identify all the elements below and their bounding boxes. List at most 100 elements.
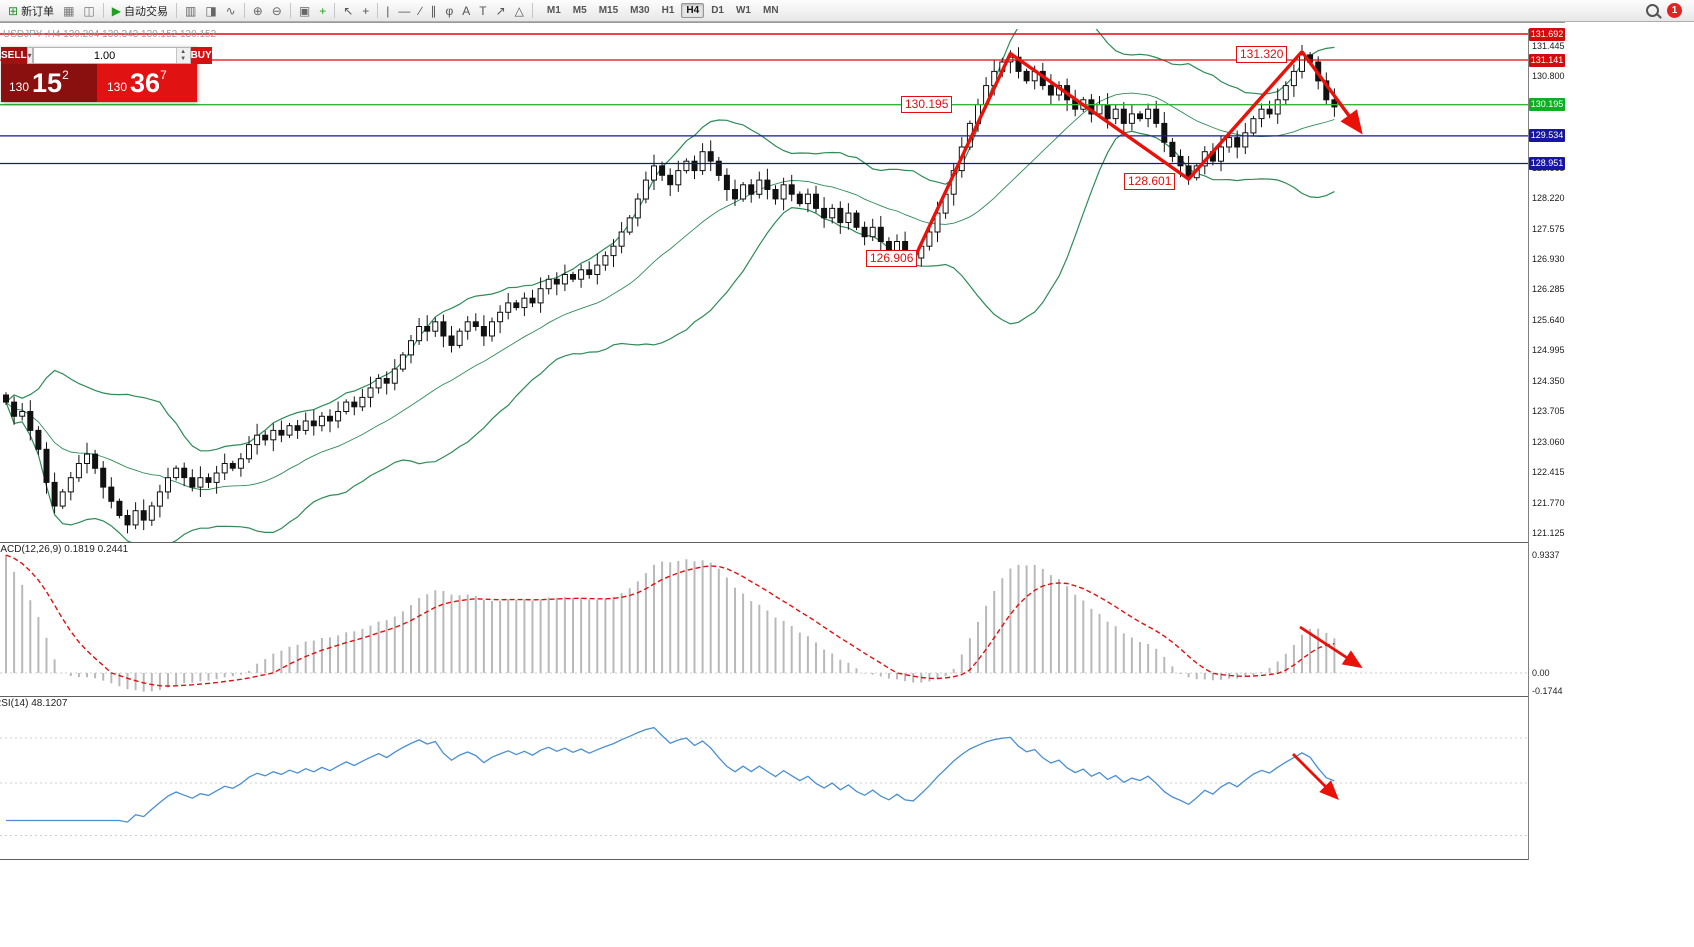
price-annotation[interactable]: 131.320 — [1236, 46, 1288, 63]
timeframe-m5[interactable]: M5 — [572, 5, 587, 16]
price-annotation[interactable]: 130.195 — [901, 96, 953, 113]
buy-price[interactable]: 130 36 7 — [97, 64, 197, 102]
price-axis-label: 121.125 — [1532, 528, 1565, 539]
horizontal-line-icon: — — [398, 3, 411, 18]
trade-panel-prices: 130 15 2 130 36 7 — [1, 64, 197, 102]
one-click-trade-panel: SELL ▾ ▲ ▼ BUY 130 15 2 130 — [1, 47, 212, 102]
zoom-out-button[interactable]: ⊖ — [268, 1, 286, 21]
pane-separator-macd[interactable] — [0, 542, 1565, 543]
rsi-svg[interactable] — [0, 697, 1528, 859]
lot-dropdown-icon[interactable]: ▾ — [26, 47, 33, 64]
arrow-tool-icon: ↗ — [495, 3, 506, 18]
macd-label: MACD(12,26,9) 0.1819 0.2441 — [0, 544, 129, 555]
toolbar-items: ⊞ 新订单 ▦ ◫ ▶ 自动交易 ▥ ◨ ∿ ⊕ ⊖ ▣ + ↖ + | — ∕ ∥ φ A T ↗ △ — [4, 1, 536, 21]
price-axis-label: 126.930 — [1532, 254, 1565, 264]
candlestick-chart-button[interactable]: ◨ — [201, 1, 220, 21]
toolbar-separator — [243, 3, 245, 18]
trendline-button[interactable]: ∕ — [415, 1, 425, 21]
price-annotation[interactable]: 128.601 — [1124, 173, 1176, 190]
indicators-button[interactable]: + — [315, 1, 330, 21]
price-axis-label: 123.705 — [1532, 406, 1565, 417]
new-order-button[interactable]: ⊞ 新订单 — [4, 1, 58, 21]
tile-windows-button[interactable]: ▣ — [295, 1, 314, 21]
macd-svg[interactable] — [0, 543, 1528, 696]
line-chart-button[interactable]: ∿ — [222, 1, 240, 21]
text-button[interactable]: A — [458, 1, 474, 21]
new-order-label: 新订单 — [21, 5, 55, 18]
lot-spinner: ▲ ▼ — [175, 48, 190, 63]
text-label-button[interactable]: T — [475, 1, 490, 21]
price-axis-badge: 128.951 — [1529, 157, 1565, 170]
search-icon[interactable] — [1646, 4, 1659, 17]
timeframe-h4[interactable]: H4 — [681, 3, 705, 18]
horizontal-line-button[interactable]: — — [394, 1, 414, 21]
equidistant-channel-button[interactable]: ∥ — [426, 1, 440, 21]
toolbar-separator — [531, 3, 533, 18]
price-axis-label: 130.800 — [1532, 71, 1565, 82]
buy-button[interactable]: BUY — [190, 47, 212, 64]
shapes-icon: △ — [514, 3, 524, 18]
bar-chart-button[interactable]: ▥ — [181, 1, 200, 21]
arrow-tool-button[interactable]: ↗ — [492, 1, 510, 21]
price-axis-label: 125.640 — [1532, 314, 1565, 325]
timeframe-m1[interactable]: M1 — [546, 5, 561, 16]
price-axis-label: 121.770 — [1532, 497, 1565, 508]
trade-panel-top-row: SELL ▾ ▲ ▼ BUY — [1, 47, 212, 64]
chart-window[interactable]: USDJPY-.H4 130.204 130.343 130.152 130.1… — [0, 22, 1565, 947]
sell-price[interactable]: 130 15 2 — [1, 64, 97, 102]
profiles-button[interactable]: ◫ — [79, 1, 98, 21]
pane-separator-rsi[interactable] — [0, 696, 1565, 697]
fibonacci-icon: φ — [445, 3, 454, 18]
price-axis-label: 126.285 — [1532, 284, 1565, 295]
zoom-in-icon: ⊕ — [252, 3, 263, 18]
text-icon: A — [462, 3, 471, 18]
price-axis-label: 123.060 — [1532, 436, 1565, 447]
timeframe-mn[interactable]: MN — [762, 5, 779, 16]
sell-price-sup: 2 — [62, 68, 69, 82]
price-annotation[interactable]: 126.906 — [866, 250, 918, 267]
timeframe-h1[interactable]: H1 — [661, 5, 675, 16]
macd-axis-label: 0.9337 — [1532, 550, 1560, 560]
new-order-icon: ⊞ — [8, 3, 19, 18]
autotrading-button[interactable]: ▶ 自动交易 — [108, 1, 172, 21]
buy-price-big: 36 — [130, 67, 161, 98]
macd-axis-label: -0.1744 — [1532, 686, 1563, 696]
price-axis-label: 124.995 — [1532, 345, 1565, 356]
cursor-button[interactable]: ↖ — [339, 1, 357, 21]
crosshair-icon: + — [362, 3, 370, 18]
time-axis[interactable] — [0, 860, 1565, 878]
price-axis[interactable]: 131.445130.800130.155129.510128.865128.2… — [1528, 27, 1565, 860]
price-chart-svg[interactable] — [0, 29, 1528, 542]
chart-window-button[interactable]: ▦ — [59, 1, 78, 21]
sell-price-main: 130 — [9, 80, 30, 94]
toolbar-right: 1 — [1646, 3, 1690, 18]
lot-increase-icon[interactable]: ▲ — [176, 48, 190, 56]
toolbar-separator — [102, 3, 104, 18]
tile-windows-icon: ▣ — [298, 3, 311, 18]
vertical-line-icon: | — [386, 3, 390, 18]
timeframe-w1[interactable]: W1 — [735, 5, 751, 16]
timeframe-m30[interactable]: M30 — [630, 5, 650, 16]
lot-decrease-icon[interactable]: ▼ — [176, 55, 190, 63]
rsi-label: RSI(14) 48.1207 — [0, 698, 68, 709]
price-axis-label: 124.350 — [1532, 375, 1565, 386]
lot-size-input[interactable] — [33, 48, 176, 63]
vertical-line-button[interactable]: | — [382, 1, 393, 21]
chart-window-icon: ▦ — [63, 3, 75, 18]
crosshair-button[interactable]: + — [358, 1, 373, 21]
timeframe-d1[interactable]: D1 — [711, 5, 724, 16]
fibonacci-button[interactable]: φ — [441, 1, 457, 21]
equidistant-channel-icon: ∥ — [430, 3, 437, 18]
toolbar-separator — [334, 3, 336, 18]
profiles-icon: ◫ — [83, 3, 95, 18]
autotrading-label: 自动交易 — [123, 5, 168, 18]
text-label-icon: T — [479, 3, 487, 18]
buy-price-sup: 7 — [160, 68, 167, 82]
timeframe-m15[interactable]: M15 — [598, 5, 619, 16]
toolbar-separator — [175, 3, 177, 18]
notification-badge[interactable]: 1 — [1667, 3, 1682, 18]
sell-button[interactable]: SELL — [1, 47, 27, 64]
shapes-button[interactable]: △ — [511, 1, 528, 21]
zoom-in-button[interactable]: ⊕ — [249, 1, 267, 21]
